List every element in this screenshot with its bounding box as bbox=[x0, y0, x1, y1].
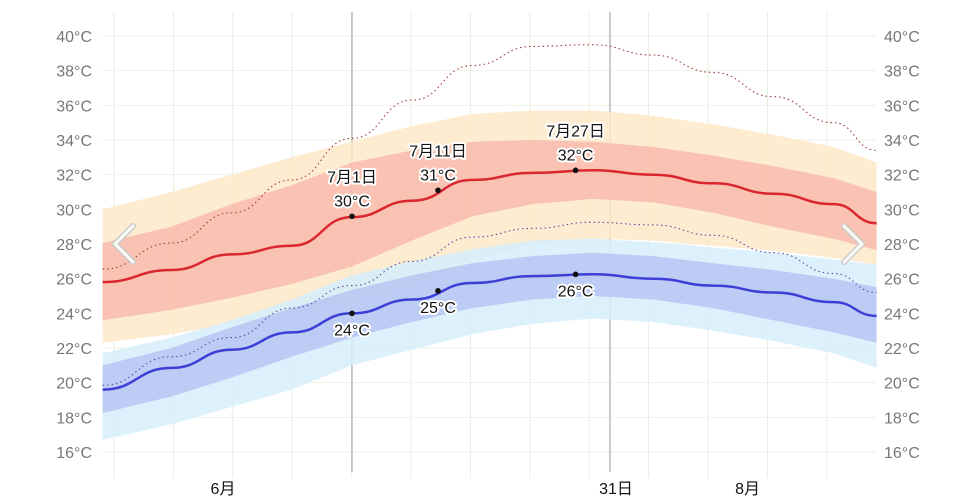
data-point-marker bbox=[572, 271, 579, 278]
y-tick-label-right: 20°C bbox=[884, 376, 920, 393]
y-tick-label-right: 16°C bbox=[884, 445, 920, 462]
y-tick-label-right: 22°C bbox=[884, 341, 920, 358]
y-tick-label-right: 28°C bbox=[884, 237, 920, 254]
annotation-value: 24°C bbox=[334, 322, 370, 339]
y-tick-label-left: 20°C bbox=[56, 376, 92, 393]
annotation-value: 25°C bbox=[420, 300, 456, 317]
y-tick-label-left: 26°C bbox=[56, 272, 92, 289]
annotation-value: 31°C bbox=[420, 167, 456, 184]
x-tick-label: 31日 bbox=[599, 481, 633, 498]
y-tick-label-left: 38°C bbox=[56, 64, 92, 81]
y-tick-label-right: 24°C bbox=[884, 306, 920, 323]
series-high_dotted bbox=[102, 44, 877, 270]
y-tick-label-left: 16°C bbox=[56, 445, 92, 462]
band-high_p25_p75 bbox=[102, 140, 877, 321]
y-tick-label-right: 36°C bbox=[884, 98, 920, 115]
annotations: 7月1日 30°C 7月11日 31°C 7月27日 32°C 24°C 25°C 26°C bbox=[325, 121, 607, 341]
y-tick-label-right: 30°C bbox=[884, 202, 920, 219]
y-tick-label-left: 22°C bbox=[56, 341, 92, 358]
y-axis-left: 16°C 18°C 20°C 22°C 24°C 26°C 28°C 30°C 32°C 34°C… bbox=[56, 29, 92, 462]
lines bbox=[102, 44, 877, 391]
bands bbox=[102, 110, 877, 440]
data-point-marker bbox=[572, 167, 579, 174]
x-tick-label: 8月 bbox=[735, 481, 760, 498]
y-tick-label-left: 28°C bbox=[56, 237, 92, 254]
annotation-date: 7月11日 bbox=[409, 143, 467, 160]
y-tick-label-right: 38°C bbox=[884, 64, 920, 81]
y-tick-label-left: 32°C bbox=[56, 168, 92, 185]
data-point-marker bbox=[435, 288, 441, 294]
annotation-date: 7月27日 bbox=[546, 123, 605, 140]
y-tick-label-left: 40°C bbox=[56, 29, 92, 46]
annotation-value: 32°C bbox=[558, 147, 594, 164]
chevron-left-icon[interactable] bbox=[112, 223, 136, 265]
y-tick-label-left: 24°C bbox=[56, 306, 92, 323]
series-avg_low bbox=[102, 273, 877, 391]
y-tick-label-left: 36°C bbox=[56, 98, 92, 115]
series-low_dotted bbox=[102, 221, 877, 386]
band-low_p25_p75 bbox=[102, 252, 877, 413]
y-tick-label-right: 34°C bbox=[884, 133, 920, 150]
y-tick-label-right: 26°C bbox=[884, 272, 920, 289]
data-point-marker bbox=[435, 187, 441, 194]
x-axis: 6月 31日 8月 bbox=[211, 481, 761, 498]
y-tick-label-right: 18°C bbox=[884, 410, 920, 427]
x-tick-label: 6月 bbox=[211, 481, 236, 498]
data-point-marker bbox=[349, 310, 355, 317]
y-tick-label-right: 32°C bbox=[884, 168, 920, 185]
annotation-value: 30°C bbox=[334, 193, 370, 210]
annotation-value: 26°C bbox=[558, 283, 594, 300]
series-avg_high bbox=[102, 169, 877, 284]
y-tick-label-left: 18°C bbox=[56, 410, 92, 427]
data-point-marker bbox=[349, 213, 355, 220]
y-tick-label-left: 34°C bbox=[56, 133, 92, 150]
annotation-date: 7月1日 bbox=[327, 169, 377, 186]
y-tick-label-left: 30°C bbox=[56, 202, 92, 219]
chevron-right-icon[interactable] bbox=[841, 223, 865, 265]
y-tick-label-right: 40°C bbox=[884, 29, 920, 46]
y-axis-right: 16°C 18°C 20°C 22°C 24°C 26°C 28°C 30°C 32°C 34°C… bbox=[884, 29, 920, 462]
